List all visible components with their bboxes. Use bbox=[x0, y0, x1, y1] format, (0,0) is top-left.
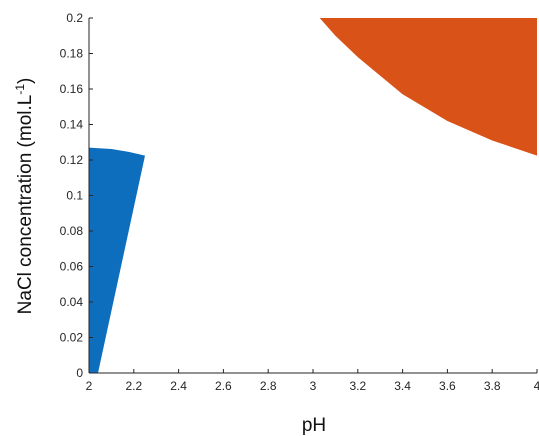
x-tick-label: 3.4 bbox=[394, 379, 411, 393]
x-tick-label: 2.8 bbox=[260, 379, 277, 393]
regions bbox=[89, 18, 537, 373]
y-tick-label: 0.16 bbox=[60, 82, 84, 96]
y-axis-title-close: ) bbox=[15, 78, 36, 84]
y-axis-title-sup: -1 bbox=[13, 84, 27, 95]
region-2 bbox=[319, 18, 537, 156]
x-tick-label: 2 bbox=[86, 379, 93, 393]
y-tick-label: 0.18 bbox=[60, 47, 84, 61]
y-tick-label: 0.2 bbox=[66, 11, 83, 25]
y-axis-title: NaCl concentration (mol.L-1) bbox=[13, 78, 36, 315]
x-tick-label: 2.6 bbox=[215, 379, 232, 393]
y-tick-label: 0.1 bbox=[66, 189, 83, 203]
x-tick-label: 2.2 bbox=[125, 379, 142, 393]
y-ticks: 0 0.02 0.04 0.06 0.08 0.1 0.12 0.14 0.16 0.18 0.2 bbox=[60, 11, 93, 380]
x-tick-label: 3.8 bbox=[484, 379, 501, 393]
x-ticks: 2 2.2 2.4 2.6 2.8 3 3.2 3.4 3.6 3.8 4 bbox=[86, 369, 539, 393]
x-tick-label: 2.4 bbox=[170, 379, 187, 393]
y-tick-label: 0 bbox=[76, 366, 83, 380]
x-axis-title: pH bbox=[302, 415, 326, 436]
y-tick-label: 0.12 bbox=[60, 153, 84, 167]
y-axis-title-main: NaCl concentration (mol.L bbox=[15, 95, 36, 315]
y-tick-label: 0.04 bbox=[60, 295, 84, 309]
x-tick-label: 3.6 bbox=[439, 379, 456, 393]
y-tick-label: 0.14 bbox=[60, 118, 84, 132]
y-tick-label: 0.08 bbox=[60, 224, 84, 238]
region-1 bbox=[89, 147, 145, 373]
x-tick-label: 4 bbox=[534, 379, 539, 393]
x-tick-label: 3 bbox=[310, 379, 317, 393]
y-tick-label: 0.06 bbox=[60, 260, 84, 274]
y-tick-label: 0.02 bbox=[60, 331, 84, 345]
x-tick-label: 3.2 bbox=[349, 379, 366, 393]
